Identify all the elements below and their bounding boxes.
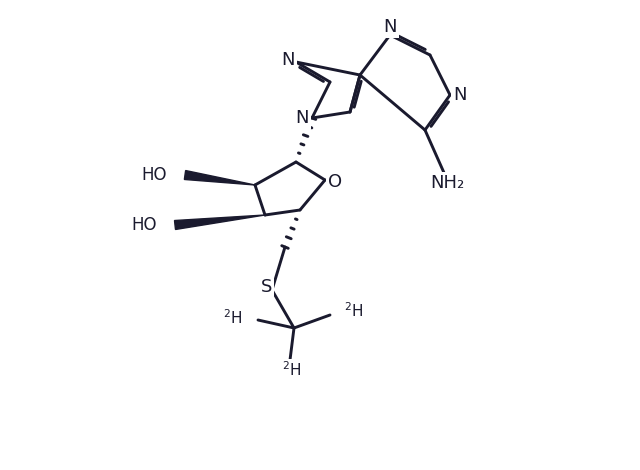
Text: N: N	[383, 18, 397, 36]
Text: O: O	[328, 173, 342, 191]
Text: S: S	[261, 278, 273, 296]
Polygon shape	[184, 171, 255, 185]
Text: HO: HO	[131, 216, 157, 234]
Text: $^{2}$H: $^{2}$H	[282, 360, 301, 379]
Polygon shape	[175, 215, 265, 229]
Text: NH₂: NH₂	[430, 174, 464, 192]
Text: $^{2}$H: $^{2}$H	[344, 302, 364, 321]
Text: N: N	[295, 109, 308, 127]
Text: N: N	[281, 51, 295, 69]
Text: $^{2}$H: $^{2}$H	[223, 309, 242, 327]
Text: HO: HO	[141, 166, 167, 184]
Text: N: N	[453, 86, 467, 104]
